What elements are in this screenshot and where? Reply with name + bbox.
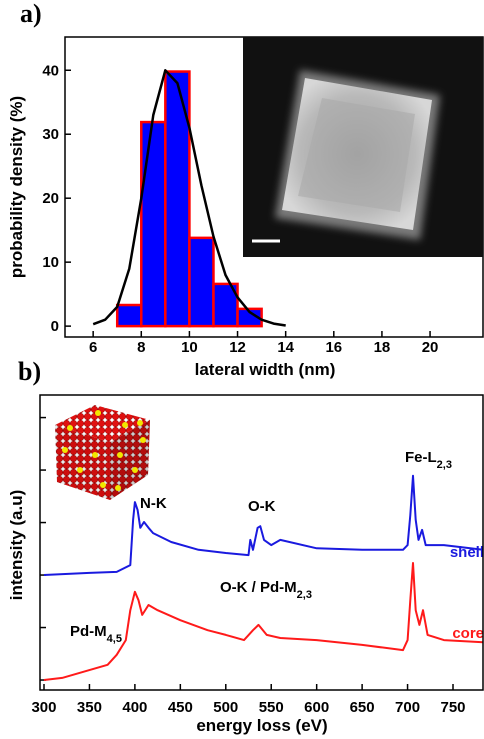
y-tick-label: 30 [42, 126, 59, 143]
y-tick-label: 40 [42, 62, 59, 79]
x-axis-label: lateral width (nm) [195, 360, 336, 379]
y-axis-label: intensity (a.u) [7, 490, 26, 601]
x-tick-label: 16 [325, 339, 342, 356]
x-tick-label: 18 [374, 339, 391, 356]
x-tick-label: 14 [277, 339, 294, 356]
x-tick-label: 6 [89, 339, 97, 356]
series-label: core [452, 625, 484, 642]
x-tick-label: 350 [77, 699, 102, 716]
annotation: Pd-M4,5 [70, 623, 122, 645]
annotation-subscript: 2,3 [297, 589, 312, 601]
x-tick-label: 600 [304, 699, 329, 716]
x-tick-label: 20 [422, 339, 439, 356]
tem-inset [243, 37, 483, 257]
annotation: Fe-L2,3 [405, 449, 452, 471]
panel-label: b) [18, 357, 41, 386]
x-tick-label: 700 [395, 699, 420, 716]
annotation: O-K / Pd-M2,3 [220, 579, 312, 601]
y-tick-label: 20 [42, 190, 59, 207]
bar [117, 305, 141, 326]
y-tick-label: 0 [51, 318, 59, 335]
x-tick-label: 8 [137, 339, 145, 356]
annotation: O-K [248, 498, 276, 515]
annotation: N-K [140, 495, 167, 512]
panel-label: a) [20, 0, 42, 28]
bar [141, 122, 165, 326]
y-axis-label: probability density (%) [7, 96, 26, 278]
annotation-subscript: 4,5 [107, 633, 122, 645]
x-tick-label: 500 [213, 699, 238, 716]
x-tick-label: 400 [122, 699, 147, 716]
x-tick-label: 650 [350, 699, 375, 716]
x-tick-label: 300 [31, 699, 56, 716]
bar [189, 238, 213, 326]
series-label: shell [450, 544, 484, 561]
page: {"chart_data": [ {"type": "histogram", "… [0, 0, 484, 739]
x-tick-label: 550 [259, 699, 284, 716]
x-tick-label: 12 [229, 339, 246, 356]
x-axis-label: energy loss (eV) [196, 716, 327, 735]
y-tick-label: 10 [42, 254, 59, 271]
x-tick-label: 750 [440, 699, 465, 716]
x-tick-label: 10 [181, 339, 198, 356]
figure: a) lateral width (nm) probability density … [0, 0, 484, 739]
annotation-subscript: 2,3 [437, 459, 452, 471]
x-tick-label: 450 [168, 699, 193, 716]
